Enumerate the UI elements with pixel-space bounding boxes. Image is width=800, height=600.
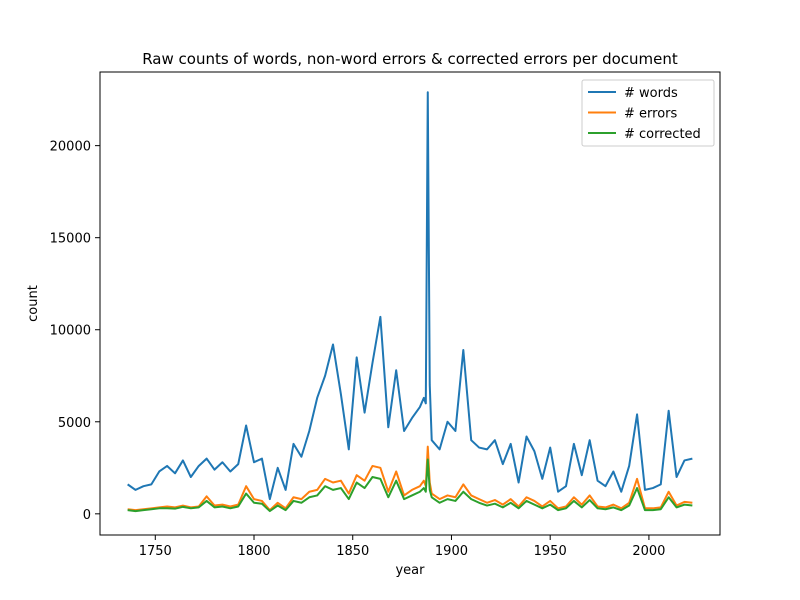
chart-title: Raw counts of words, non-word errors & c… bbox=[142, 50, 678, 68]
y-tick-label: 20000 bbox=[50, 140, 91, 155]
legend: # words # errors # corrected bbox=[581, 79, 715, 147]
y-tick-label: 5000 bbox=[58, 416, 91, 431]
axes-frame bbox=[99, 71, 721, 536]
y-axis-label: count bbox=[26, 285, 41, 322]
series-lines bbox=[127, 91, 693, 513]
y-tick-label: 10000 bbox=[50, 324, 91, 339]
legend-label-words: # words bbox=[624, 86, 678, 101]
y-tick-label: 0 bbox=[83, 508, 91, 523]
y-tick-label: 15000 bbox=[50, 232, 91, 247]
x-tick-label: 1750 bbox=[139, 544, 172, 559]
x-tick-label: 1900 bbox=[435, 544, 468, 559]
x-tick-label: 1950 bbox=[534, 544, 567, 559]
axis-ticks: 1750 1800 1850 1900 1950 20000500010000150002… bbox=[50, 140, 666, 559]
legend-label-errors: # errors bbox=[624, 107, 677, 122]
legend-box bbox=[581, 79, 715, 147]
x-tick-label: 2000 bbox=[632, 544, 665, 559]
x-tick-label: 1850 bbox=[336, 544, 369, 559]
x-axis-label: year bbox=[395, 563, 425, 578]
legend-label-corrected: # corrected bbox=[624, 127, 701, 142]
series-line-1 bbox=[127, 445, 693, 512]
series-line-0 bbox=[127, 91, 693, 501]
series-line-2 bbox=[127, 458, 693, 513]
x-tick-label: 1800 bbox=[237, 544, 270, 559]
